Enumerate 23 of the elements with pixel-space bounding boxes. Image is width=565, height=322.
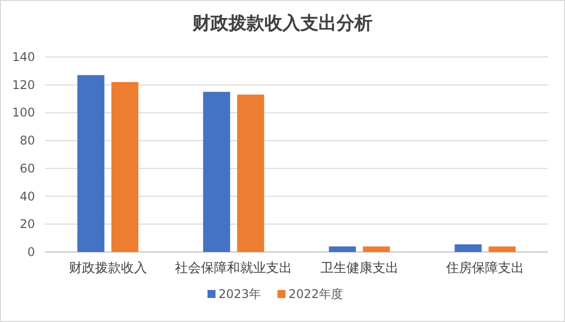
y-tick-label: 80 <box>20 134 35 148</box>
x-tick-label: 住房保障支出 <box>445 260 524 276</box>
bar <box>328 246 356 252</box>
x-tick-label: 财政拨款收入 <box>68 261 147 276</box>
x-tick-label: 社会保障和就业支出 <box>175 261 292 276</box>
y-tick-label: 0 <box>27 245 35 259</box>
legend-label: 2023年 <box>218 287 262 301</box>
bar <box>77 75 104 252</box>
legend-label: 2022年度 <box>288 287 344 301</box>
y-tick-label: 140 <box>12 50 35 64</box>
bar <box>488 246 516 252</box>
chart-title: 财政拨款收入支出分析 <box>192 13 372 34</box>
y-tick-label: 60 <box>20 161 35 176</box>
y-tick-label: 20 <box>20 217 35 232</box>
bar <box>237 94 264 252</box>
bar <box>362 246 390 252</box>
x-tick-label: 卫生健康支出 <box>320 261 398 276</box>
bar <box>454 244 482 252</box>
y-tick-label: 100 <box>12 106 35 120</box>
bar <box>111 82 138 252</box>
y-tick-label: 120 <box>12 78 35 92</box>
y-tick-label: 40 <box>20 189 35 204</box>
bar <box>203 92 230 252</box>
